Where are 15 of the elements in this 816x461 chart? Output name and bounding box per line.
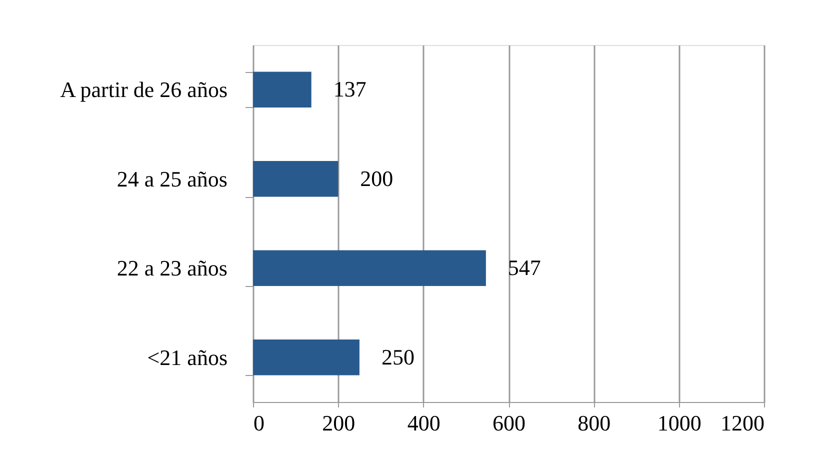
- y-tick-label: 22 a 23 años: [116, 256, 228, 281]
- data-label: 200: [360, 166, 394, 191]
- x-tick-label: 1000: [657, 410, 702, 436]
- y-tick-label: <21 años: [147, 344, 228, 370]
- x-tick-label: 600: [492, 410, 526, 436]
- data-label: 137: [333, 76, 366, 102]
- x-tick-label: 400: [407, 410, 440, 436]
- data-label: 250: [381, 344, 414, 370]
- data-label: 547: [508, 255, 541, 280]
- x-tick-label: 1200: [720, 410, 764, 436]
- x-tick-label: 200: [322, 410, 356, 436]
- x-tick-label: 0: [254, 410, 264, 436]
- x-tick-label: 800: [578, 410, 611, 436]
- y-tick-label: 24 a 25 años: [116, 166, 228, 192]
- y-tick-label: A partir de 26 años: [60, 77, 228, 102]
